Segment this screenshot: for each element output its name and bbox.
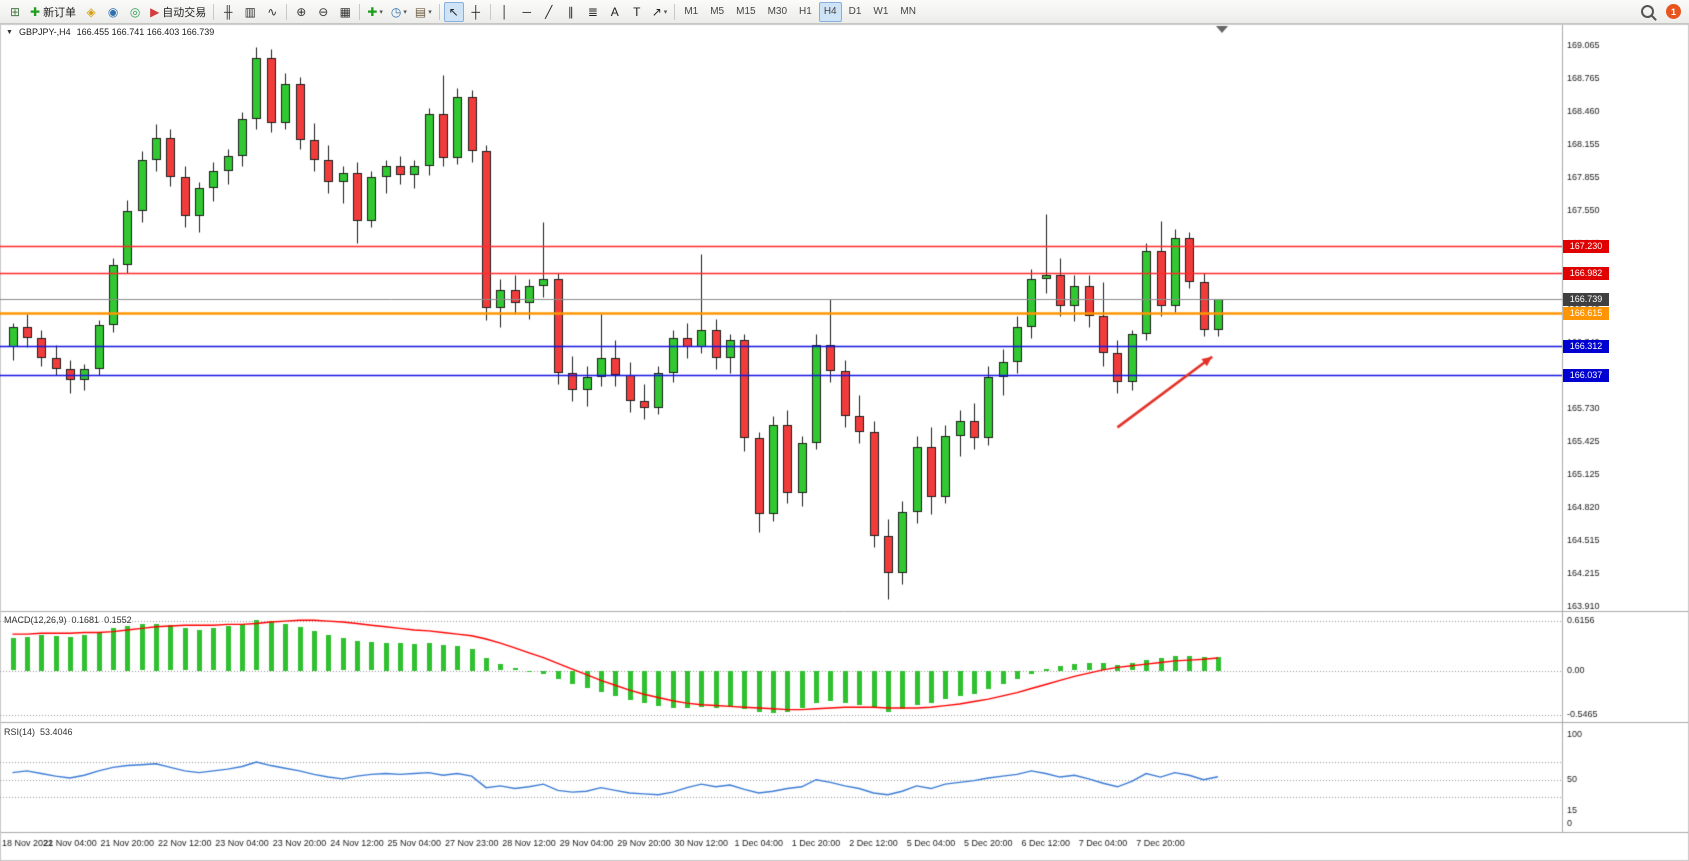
price-chart-canvas[interactable] (0, 24, 1689, 861)
macd-indicator-header: MACD(12,26,9) 0.1681 0.1552 (4, 615, 132, 625)
vertical-line-tool-button[interactable]: │ (495, 2, 515, 22)
chevron-down-icon: ▾ (663, 8, 668, 16)
horizontal-line-tool-button[interactable]: ─ (517, 2, 537, 22)
timeframe-d1-button[interactable]: D1 (848, 6, 862, 17)
toolbar-separator (213, 3, 215, 20)
trendline-tool-button[interactable]: ╱ (539, 2, 559, 22)
price-tag-167.230[interactable]: 167.230 (1563, 240, 1609, 253)
toolbar: ⊞ ✚ 新订单 ◈ ◉ ◎ ▶ 自动交易 ╫ ▥ ∿ ⊕ ⊖ ▦ ✚ ▾ ◷ ▾ ▤ ▾ ↖ ┼ │ ─ ╱ ∥ ≣ A T ↗ ▾ M1 M5… (0, 0, 1689, 24)
timeframe-h4-button[interactable]: H4 (818, 1, 842, 22)
zoom-in-button[interactable]: ⊕ (291, 2, 311, 22)
chevron-down-icon: ▾ (403, 8, 407, 16)
timeframe-m30-button[interactable]: M30 (767, 6, 788, 17)
one-click-trading-caret[interactable]: ▼ (6, 28, 13, 36)
templates-button[interactable]: ▤ ▾ (412, 2, 435, 22)
cursor-icon: ↖ (448, 4, 459, 19)
text-label-icon: T (633, 4, 641, 19)
price-tag-166.982[interactable]: 166.982 (1563, 267, 1609, 280)
market-watch-button[interactable]: ◉ (103, 2, 123, 22)
toolbar-separator (359, 3, 361, 20)
text-tool-button[interactable]: A (605, 2, 625, 22)
market-watch-icon: ◉ (107, 4, 119, 19)
toolbar-groups: ⊞ ✚ 新订单 ◈ ◉ ◎ ▶ 自动交易 ╫ ▥ ∿ ⊕ ⊖ ▦ ✚ ▾ ◷ ▾ ▤ ▾ ↖ ┼ │ ─ ╱ ∥ ≣ A T ↗ ▾ M1 M5… (4, 0, 922, 23)
fibonacci-icon: ≣ (587, 4, 598, 19)
search-icon (1640, 5, 1654, 18)
chart-window: ▼ GBPJPY-,H4 166.455 166.741 166.403 166… (0, 24, 1689, 861)
indicators-button[interactable]: ✚ ▾ (364, 2, 386, 22)
zoom-out-button[interactable]: ⊖ (313, 2, 333, 22)
bar-chart-icon: ╫ (224, 4, 233, 19)
price-tag-166.037[interactable]: 166.037 (1563, 369, 1609, 382)
rsi-value: 53.4046 (40, 727, 73, 737)
horizontal-line-icon: ─ (522, 4, 531, 19)
timeframe-m15-button[interactable]: M15 (736, 6, 756, 17)
auto-trading-icon: ▶ (150, 4, 160, 19)
tile-windows-button[interactable]: ▦ (335, 2, 355, 22)
zoom-out-icon: ⊖ (318, 4, 329, 19)
trendline-icon: ╱ (545, 4, 553, 19)
channel-tool-button[interactable]: ∥ (561, 2, 581, 22)
rsi-label: RSI(14) (4, 727, 36, 737)
search-button[interactable] (1637, 2, 1657, 22)
new-order-icon: ✚ (30, 4, 41, 19)
macd-signal-value: 0.1552 (104, 615, 132, 625)
toolbar-right: 1 (1636, 2, 1685, 22)
notification-badge[interactable]: 1 (1666, 4, 1681, 19)
timeframe-h1-button[interactable]: H1 (799, 6, 812, 17)
toolbar-separator (438, 3, 440, 20)
arrows-icon: ↗ (651, 4, 662, 19)
arrows-tool-button[interactable]: ↗ ▾ (649, 2, 671, 22)
indicators-icon: ✚ (367, 4, 378, 19)
toolbar-separator (286, 3, 288, 20)
channel-icon: ∥ (567, 4, 574, 19)
symbol-period-label: GBPJPY-,H4 (18, 27, 71, 37)
timeframe-m5-button[interactable]: M5 (710, 6, 725, 17)
ohlc-values: 166.455 166.741 166.403 166.739 (76, 27, 215, 37)
macd-label: MACD(12,26,9) (4, 615, 67, 625)
line-chart-button[interactable]: ∿ (262, 2, 282, 22)
template-icon: ▤ (414, 4, 427, 19)
rsi-indicator-header: RSI(14) 53.4046 (4, 727, 73, 737)
crosshair-icon: ┼ (471, 4, 480, 19)
fibonacci-tool-button[interactable]: ≣ (583, 2, 603, 22)
line-chart-icon: ∿ (267, 4, 278, 19)
periods-button[interactable]: ◷ ▾ (388, 2, 410, 22)
new-order-button[interactable]: ✚ 新订单 (27, 2, 79, 22)
clock-icon: ◷ (390, 4, 402, 19)
profiles-icon: ◈ (86, 4, 96, 19)
candlestick-chart-icon: ▥ (244, 4, 256, 19)
price-tag-166.615[interactable]: 166.615 (1563, 307, 1609, 320)
chart-symbol-header: ▼ GBPJPY-,H4 166.455 166.741 166.403 166… (6, 27, 214, 37)
new-chart-icon: ⊞ (9, 4, 21, 19)
toolbar-separator (489, 3, 491, 20)
price-tag-166.312[interactable]: 166.312 (1563, 340, 1609, 353)
zoom-in-icon: ⊕ (296, 4, 307, 19)
profiles-button[interactable]: ◈ (81, 2, 101, 22)
candlestick-chart-button[interactable]: ▥ (240, 2, 260, 22)
auto-trading-button[interactable]: ▶ 自动交易 (147, 2, 209, 22)
toolbar-separator (674, 3, 676, 20)
price-tag-166.739[interactable]: 166.739 (1563, 293, 1609, 306)
chevron-down-icon: ▾ (428, 8, 432, 16)
navigator-button[interactable]: ◎ (125, 2, 145, 22)
vertical-line-icon: │ (500, 4, 509, 19)
new-order-button-label: 新订单 (43, 6, 77, 19)
timeframe-w1-button[interactable]: W1 (873, 6, 889, 17)
tile-windows-icon: ▦ (339, 4, 351, 19)
timeframe-m1-button[interactable]: M1 (684, 6, 699, 17)
chevron-down-icon: ▾ (379, 8, 383, 16)
bar-chart-button[interactable]: ╫ (218, 2, 238, 22)
label-tool-button[interactable]: T (627, 2, 647, 22)
timeframe-mn-button[interactable]: MN (900, 6, 916, 17)
macd-main-value: 0.1681 (71, 615, 100, 625)
crosshair-tool-button[interactable]: ┼ (466, 2, 486, 22)
auto-trading-button-label: 自动交易 (162, 6, 207, 19)
text-icon: A (610, 4, 619, 19)
cursor-tool-button[interactable]: ↖ (443, 1, 464, 22)
new-chart-button[interactable]: ⊞ (5, 2, 25, 22)
navigator-icon: ◎ (129, 4, 141, 19)
